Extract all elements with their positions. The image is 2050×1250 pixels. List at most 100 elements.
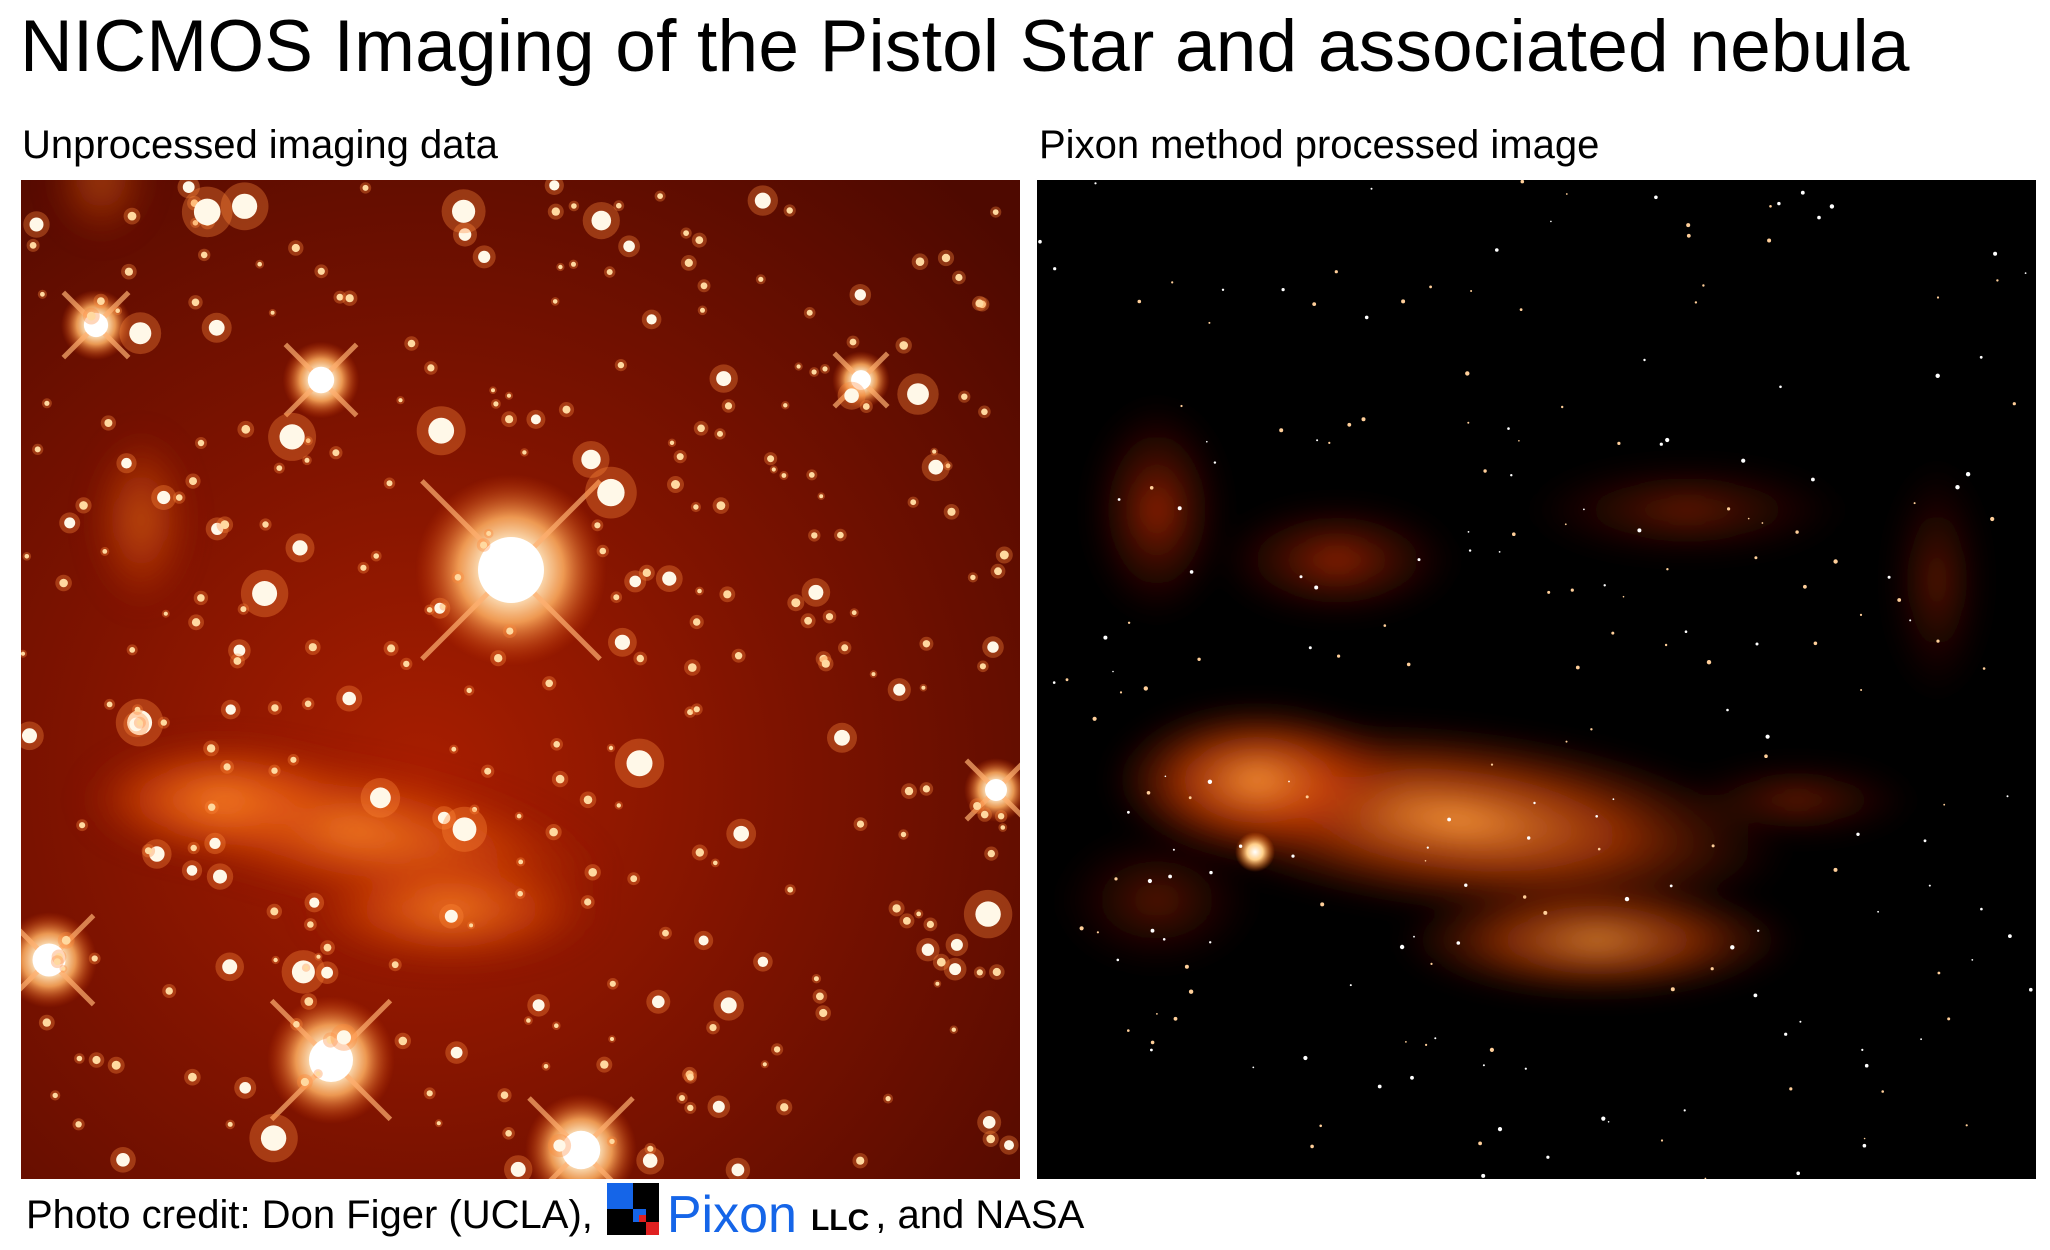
point-star — [1413, 935, 1415, 938]
point-star — [1779, 385, 1782, 389]
point-star — [1377, 1084, 1382, 1089]
point-star — [1993, 251, 1998, 256]
bright-star-core — [307, 366, 335, 394]
point-star — [1405, 1041, 1407, 1043]
point-star — [1310, 1144, 1314, 1149]
star — [791, 598, 801, 608]
point-star — [1833, 559, 1838, 564]
star — [484, 767, 492, 775]
star — [271, 704, 279, 712]
point-star — [1727, 507, 1731, 511]
point-star — [1172, 848, 1175, 851]
star — [291, 243, 300, 253]
left-panel-caption: Unprocessed imaging data — [22, 123, 498, 167]
star — [695, 848, 704, 857]
point-star — [1320, 902, 1325, 907]
point-star — [1660, 1139, 1664, 1142]
star — [303, 965, 309, 970]
star — [211, 522, 224, 535]
point-star — [1447, 817, 1451, 822]
star — [780, 1103, 789, 1112]
star — [197, 439, 205, 447]
star — [623, 240, 635, 253]
point-star — [1755, 642, 1759, 646]
point-star — [1607, 1121, 1610, 1123]
star — [332, 449, 340, 457]
star — [910, 499, 917, 506]
star — [493, 401, 499, 407]
star — [342, 691, 357, 706]
star — [973, 802, 982, 810]
star — [717, 430, 723, 437]
star — [304, 997, 314, 1006]
point-star — [1643, 358, 1646, 362]
point-star — [1683, 1109, 1686, 1112]
star — [762, 1062, 767, 1067]
point-star — [1305, 795, 1309, 799]
star — [79, 501, 88, 510]
point-star — [1980, 907, 1983, 911]
star — [186, 865, 198, 876]
star — [921, 685, 926, 690]
star — [642, 568, 651, 577]
star — [506, 393, 512, 398]
star — [271, 767, 278, 774]
point-star — [1206, 440, 1208, 443]
star — [239, 1082, 251, 1094]
star — [1004, 1140, 1014, 1151]
star — [317, 267, 325, 275]
point-star — [1177, 506, 1182, 511]
star — [921, 943, 935, 956]
point-star — [1979, 355, 1983, 359]
point-star — [1565, 193, 1568, 195]
star — [684, 258, 693, 267]
star — [844, 388, 859, 403]
star — [822, 366, 828, 372]
star — [997, 813, 1005, 820]
star — [192, 220, 199, 226]
star — [591, 210, 612, 231]
point-star — [1706, 660, 1712, 665]
star — [581, 449, 601, 470]
point-star — [2006, 795, 2009, 798]
star — [208, 803, 216, 811]
point-star — [1481, 1173, 1486, 1178]
star — [811, 369, 817, 375]
point-star — [1456, 941, 1461, 945]
point-star — [1038, 239, 1042, 244]
star — [273, 957, 278, 963]
star — [304, 457, 310, 463]
star — [59, 578, 68, 588]
point-star — [1694, 301, 1698, 304]
star — [29, 217, 44, 232]
star — [687, 1104, 694, 1112]
point-star — [1209, 870, 1213, 875]
point-star — [1982, 667, 1986, 670]
point-star — [1127, 621, 1131, 624]
star — [552, 299, 558, 304]
point-star — [2029, 987, 2033, 992]
star — [819, 494, 824, 499]
point-star — [1726, 708, 1729, 712]
star — [160, 719, 167, 726]
star — [926, 920, 935, 929]
star — [505, 1130, 512, 1137]
star — [209, 837, 221, 850]
point-star — [1489, 1047, 1494, 1052]
star — [562, 405, 571, 414]
star — [53, 958, 61, 966]
point-star — [1669, 884, 1673, 888]
point-star — [1180, 404, 1183, 408]
point-star — [1730, 945, 1735, 950]
star — [241, 424, 251, 434]
unprocessed-image-svg — [21, 180, 1020, 1179]
point-star — [1364, 315, 1369, 320]
point-star — [1147, 878, 1152, 884]
star — [532, 999, 545, 1012]
point-star — [1702, 284, 1705, 287]
point-star — [1862, 1143, 1867, 1148]
star — [767, 455, 775, 463]
point-star — [1114, 877, 1118, 881]
point-star — [1523, 895, 1527, 899]
star — [189, 477, 197, 486]
